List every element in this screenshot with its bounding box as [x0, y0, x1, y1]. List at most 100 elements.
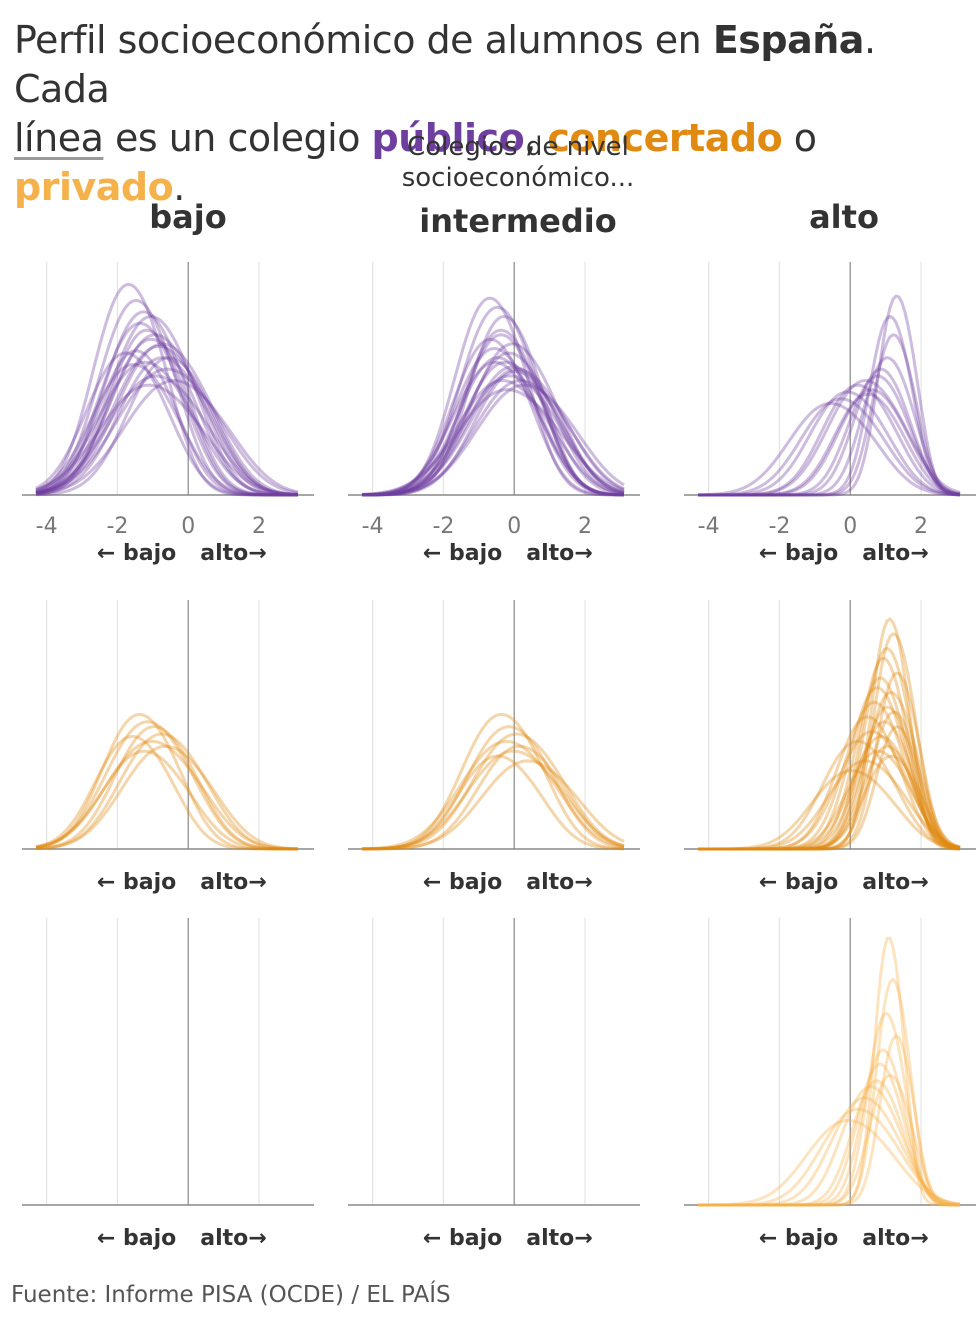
direction-label-high: alto→	[862, 541, 928, 566]
school-density-line	[698, 734, 961, 851]
column-header-intermedio: intermedio	[419, 202, 617, 240]
school-density-line	[698, 977, 960, 1207]
school-density-line	[698, 715, 961, 851]
school-density-line	[698, 691, 961, 851]
school-density-line	[698, 720, 961, 851]
school-density-line	[35, 360, 298, 497]
title-line-word[interactable]: línea	[14, 116, 104, 160]
title-text: es un colegio	[103, 116, 372, 160]
x-tick-label: 0	[507, 514, 521, 539]
school-density-line	[698, 632, 961, 851]
school-density-line	[698, 383, 961, 497]
school-density-line	[35, 383, 299, 497]
direction-label-low: ← bajo	[759, 870, 838, 895]
x-tick-label: 0	[181, 514, 195, 539]
school-density-line	[698, 705, 961, 851]
direction-label-high: alto→	[526, 541, 592, 566]
school-density-line	[362, 328, 625, 497]
school-density-line	[698, 754, 961, 851]
school-density-line	[362, 383, 625, 497]
direction-label-low: ← bajo	[423, 870, 502, 895]
direction-label-high: alto→	[200, 870, 266, 895]
column-header-bajo: bajo	[149, 198, 227, 236]
school-density-line	[362, 725, 625, 851]
direction-label-high: alto→	[862, 1226, 928, 1251]
school-density-line	[698, 700, 961, 851]
x-tick-label: -4	[362, 514, 384, 539]
school-density-line	[362, 360, 625, 497]
school-density-line	[698, 1118, 961, 1207]
title-text: .	[173, 165, 185, 209]
school-density-line	[362, 333, 625, 497]
school-density-line	[362, 356, 625, 497]
school-density-line	[362, 351, 625, 497]
school-density-line	[35, 725, 298, 851]
x-tick-label: -4	[36, 514, 58, 539]
direction-label-low: ← bajo	[97, 541, 176, 566]
direction-label-high: alto→	[862, 870, 928, 895]
school-density-line	[35, 720, 298, 851]
school-density-line	[362, 369, 625, 497]
school-density-line	[698, 725, 961, 851]
school-density-line	[698, 646, 961, 851]
direction-label-low: ← bajo	[759, 1226, 838, 1251]
school-density-line	[362, 379, 625, 497]
direction-label-high: alto→	[200, 1226, 266, 1251]
legend-concertado: concertado	[547, 116, 783, 160]
title-text: Perfil socioeconómico de alumnos en	[14, 18, 713, 62]
school-density-line	[698, 617, 960, 851]
title-text: . Cada	[14, 18, 876, 111]
school-density-line	[35, 299, 298, 497]
school-density-line	[698, 390, 961, 497]
school-density-line	[361, 342, 625, 497]
school-density-line	[698, 333, 961, 497]
school-density-line	[698, 749, 961, 851]
direction-label-low: ← bajo	[423, 541, 502, 566]
x-tick-label: 2	[914, 514, 928, 539]
x-tick-label: 0	[843, 514, 857, 539]
source-note: Fuente: Informe PISA (OCDE) / EL PAÍS	[11, 1282, 451, 1308]
chart-title: Perfil socioeconómico de alumnos en Espa…	[14, 16, 964, 212]
x-tick-label: 2	[578, 514, 592, 539]
title-text: ,	[524, 116, 548, 160]
school-density-line	[698, 671, 961, 851]
school-density-line	[35, 363, 298, 497]
direction-label-high: alto→	[526, 870, 592, 895]
direction-label-low: ← bajo	[759, 541, 838, 566]
school-density-line	[698, 392, 961, 497]
school-density-line	[35, 333, 299, 497]
school-density-line	[698, 1012, 960, 1207]
school-density-line	[698, 1107, 961, 1207]
school-density-line	[698, 1085, 961, 1207]
direction-label-high: alto→	[526, 1226, 592, 1251]
school-density-line	[362, 754, 625, 851]
school-density-line	[361, 739, 625, 851]
school-density-line	[698, 356, 961, 497]
school-density-line	[361, 379, 625, 497]
school-density-line	[698, 388, 961, 497]
school-density-line	[698, 1062, 961, 1207]
school-density-line	[361, 347, 625, 497]
school-density-line	[698, 936, 960, 1207]
school-density-line	[698, 379, 961, 497]
x-tick-label: -2	[432, 514, 454, 539]
school-density-line	[362, 732, 625, 851]
school-density-line	[361, 374, 625, 497]
school-density-line	[35, 367, 299, 495]
school-density-line	[35, 374, 299, 496]
school-density-line	[35, 349, 298, 497]
school-density-line	[35, 321, 298, 497]
school-density-line	[698, 1048, 960, 1207]
direction-label-low: ← bajo	[97, 1226, 176, 1251]
school-density-line	[362, 759, 625, 851]
school-density-line	[35, 310, 298, 497]
school-density-line	[35, 337, 299, 497]
school-density-line	[698, 759, 961, 851]
x-tick-label: -4	[698, 514, 720, 539]
school-density-line	[698, 294, 961, 497]
school-density-line	[361, 749, 625, 851]
school-density-line	[698, 374, 961, 497]
school-density-line	[35, 282, 298, 497]
school-density-line	[698, 686, 961, 851]
